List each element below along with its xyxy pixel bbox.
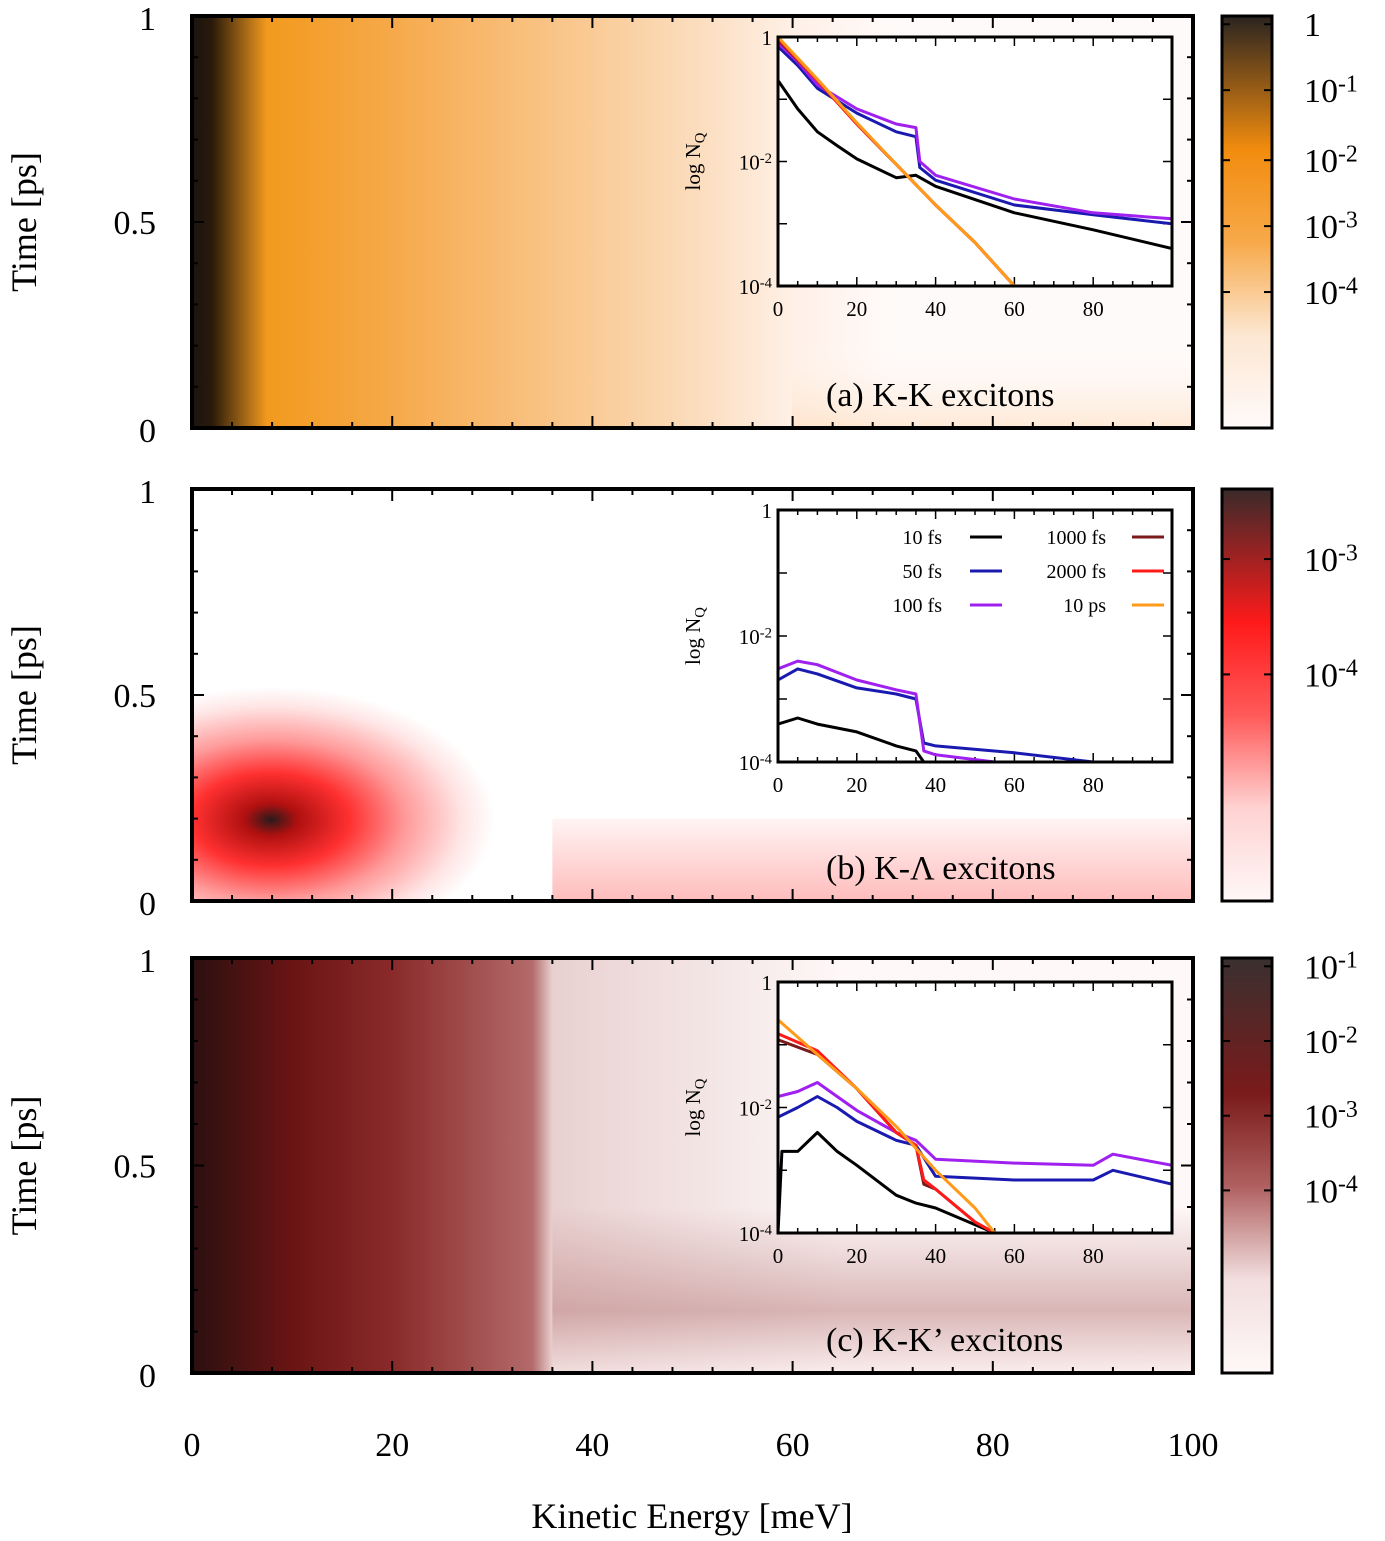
inset-x-tick-label: 0: [773, 1244, 784, 1268]
colorbar-label: 10-3: [1304, 540, 1358, 579]
inset-x-tick-label: 60: [1004, 1244, 1025, 1268]
series-line-100-fs: [778, 41, 1172, 221]
inset-x-tick-label: 40: [925, 773, 946, 797]
y-tick-label: 0: [139, 1358, 156, 1395]
legend-label: 100 fs: [893, 595, 943, 617]
colorbar-label: 10-3: [1304, 207, 1358, 246]
inset-legend: 10 fs 1000 fs 50 fs 2000 fs 100 fs 10 ps: [893, 527, 1164, 617]
series-line-100-fs: [778, 659, 995, 762]
inset-frame: [776, 35, 1174, 288]
inset-frame: [776, 508, 1174, 764]
inset-x-tick-label: 40: [925, 1244, 946, 1268]
y-tick-label: 1: [139, 474, 156, 511]
legend-label: 1000 fs: [1047, 527, 1107, 549]
inset-series: [778, 1018, 1172, 1233]
heatmap-core: [192, 686, 553, 901]
y-tick-label: 0: [139, 886, 156, 923]
colorbar-label: 10-2: [1304, 1022, 1358, 1061]
series-line-10-fs: [778, 1131, 996, 1233]
y-axis-label: Time [ps]: [4, 625, 44, 765]
plot-frame: [190, 14, 1195, 430]
series-line-10-fs: [778, 716, 926, 762]
inset-y-tick-label: 10-4: [739, 1222, 773, 1246]
series-line-10-ps: [778, 37, 1016, 286]
inset-x-tick-label: 80: [1083, 1244, 1104, 1268]
colorbar: [1220, 956, 1274, 1375]
y-tick-label: 0.5: [114, 205, 157, 242]
colorbar-label: 10-4: [1304, 273, 1358, 312]
inset-y-tick-label: 1: [762, 971, 773, 995]
x-axis-label: Kinetic Energy [meV]: [531, 1496, 852, 1536]
colorbar-label: 10-4: [1304, 1172, 1358, 1211]
x-tick-label: 80: [976, 1427, 1010, 1464]
legend-label: 50 fs: [903, 561, 943, 583]
colorbar-label: 10-1: [1304, 948, 1358, 987]
colorbar-label: 1: [1304, 7, 1321, 44]
x-tick-label: 100: [1168, 1427, 1219, 1464]
inset-x-tick-label: 20: [846, 1244, 867, 1268]
colorbar: [1220, 14, 1274, 430]
y-tick-label: 1: [139, 943, 156, 980]
inset-x-tick-label: 80: [1083, 773, 1104, 797]
panel-label: (a) K-K excitons: [826, 377, 1054, 414]
panel-label: (b) K-Λ excitons: [826, 850, 1056, 887]
y-axis-label: Time [ps]: [4, 152, 44, 292]
series-line-50-fs: [778, 1095, 1172, 1186]
colorbar-label: 10-2: [1304, 141, 1358, 180]
y-tick-label: 0.5: [114, 678, 157, 715]
heatmap-tail: [552, 818, 1193, 901]
inset-x-tick-label: 60: [1004, 773, 1025, 797]
series-line-10-ps: [778, 1018, 996, 1233]
panel-b: 0 0.5 1 Time [ps] 10-3 10-4 (b) K-Λ excitons 0 2…: [4, 474, 1358, 923]
inset-x-tick-label: 80: [1083, 297, 1104, 321]
x-tick-label: 60: [776, 1427, 810, 1464]
legend-label: 10 fs: [903, 527, 943, 549]
inset-series: [778, 37, 1172, 286]
y-axis-label: Time [ps]: [4, 1096, 44, 1236]
y-tick-label: 0.5: [114, 1149, 157, 1186]
inset-y-tick-label: 1: [762, 499, 773, 523]
y-tick-label: 0: [139, 413, 156, 450]
inset-background: [778, 510, 1172, 762]
panel-label: (c) K-K’ excitons: [826, 1322, 1063, 1359]
x-tick-label: 20: [375, 1427, 409, 1464]
inset-x-tick-label: 40: [925, 297, 946, 321]
y-tick-label: 1: [139, 1, 156, 38]
x-tick-label: 40: [575, 1427, 609, 1464]
inset-x-tick-label: 60: [1004, 297, 1025, 321]
colorbar-label: 10-3: [1304, 1097, 1358, 1136]
inset-frame: [776, 980, 1174, 1235]
legend-label: 10 ps: [1063, 595, 1106, 617]
plot-frame: [190, 956, 1195, 1375]
inset-x-tick-label: 20: [846, 297, 867, 321]
inset-series: [778, 659, 1094, 762]
inset-x-tick-label: 20: [846, 773, 867, 797]
panel-c: 0 0.5 1 Time [ps] 10-1 10-2 10-3 10-4 (c) K-K’ e…: [4, 943, 1358, 1395]
panel-a: 0 0.5 1 Time [ps] 1 10-1 10-2 10-3 10-4 (a) K-K e…: [4, 1, 1358, 450]
series-line-2000-fs: [778, 1032, 996, 1233]
colorbar-label: 10-4: [1304, 656, 1358, 695]
colorbar-label: 10-1: [1304, 71, 1358, 110]
inset-background: [778, 37, 1172, 286]
series-line-50-fs: [778, 667, 1094, 762]
plot-frame: [190, 487, 1195, 903]
legend-label: 2000 fs: [1047, 561, 1107, 583]
inset-x-tick-label: 0: [773, 773, 784, 797]
inset-y-tick-label: 1: [762, 26, 773, 50]
colorbar: [1220, 487, 1274, 903]
inset-x-tick-label: 0: [773, 297, 784, 321]
series-line-10-fs: [778, 79, 1172, 250]
x-tick-label: 0: [184, 1427, 201, 1464]
inset-background: [778, 982, 1172, 1233]
